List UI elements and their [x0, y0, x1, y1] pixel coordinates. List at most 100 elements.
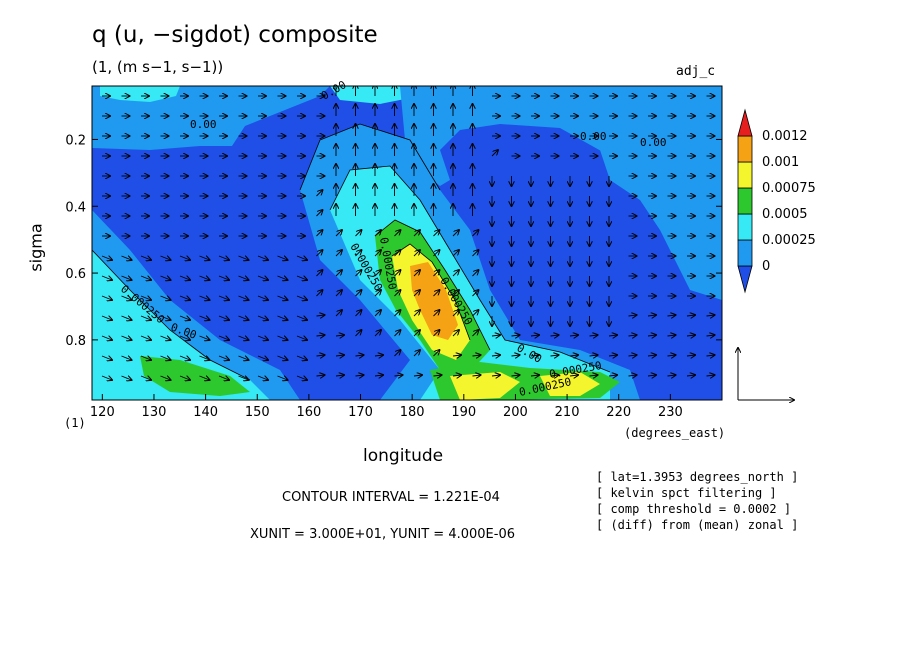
vector-arrow	[413, 375, 422, 376]
vector-arrow	[121, 256, 132, 260]
vector-arrow	[179, 316, 190, 320]
vector-arrow	[238, 316, 249, 320]
vector-arrow	[316, 230, 323, 237]
vector-arrow	[355, 355, 364, 356]
x-tick-label: 190	[451, 405, 476, 420]
contour-fill-light-top-left	[100, 86, 180, 102]
vector-arrow	[413, 250, 420, 257]
vector-arrow	[238, 376, 249, 380]
x-tick-label: 140	[193, 405, 218, 420]
vector-arrow	[589, 335, 598, 336]
y-axis-label: sigma	[26, 223, 46, 272]
contour-fill-orange-core	[410, 262, 458, 340]
vector-arrow	[647, 315, 656, 316]
vector-arrow	[199, 256, 210, 260]
vector-arrow	[589, 375, 598, 376]
vector-arrow	[550, 335, 559, 336]
vector-arrow	[413, 310, 420, 317]
vector-arrow	[374, 355, 383, 356]
vector-arrow	[296, 296, 307, 300]
vector-arrow	[277, 376, 288, 380]
contour-line	[92, 249, 251, 381]
vector-arrow	[355, 250, 362, 257]
vector-arrow	[218, 336, 229, 340]
vector-arrow	[355, 330, 362, 337]
x-tick-label: 180	[400, 405, 425, 420]
vector-arrow	[140, 356, 151, 360]
vector-arrow	[121, 376, 132, 380]
vector-arrow	[296, 256, 307, 260]
vector-arrow	[530, 375, 539, 376]
note-line: [ kelvin spct filtering ]	[596, 486, 777, 500]
vector-arrow	[199, 316, 210, 320]
contour-fill-cyan-top-right	[400, 86, 722, 186]
contour-line	[299, 123, 441, 191]
vector-arrow	[199, 276, 210, 280]
vector-arrow	[472, 375, 481, 376]
vector-arrow	[277, 256, 288, 260]
vector-arrow	[101, 276, 112, 280]
colorbar-swatch	[737, 135, 753, 163]
vector-arrow	[608, 355, 617, 356]
vector-arrow	[491, 355, 500, 356]
y-tick-label: 0.4	[65, 200, 86, 215]
vector-arrow	[706, 355, 715, 356]
vector-arrow	[238, 276, 249, 280]
x-tick-label: 120	[90, 405, 115, 420]
vector-arrow	[140, 276, 151, 280]
vector-arrow	[472, 270, 479, 277]
vector-arrow	[179, 276, 190, 280]
vector-arrow	[121, 356, 132, 360]
vector-arrow	[101, 256, 112, 260]
note-line: [ lat=1.3953 degrees_north ]	[596, 470, 799, 484]
vector-arrow	[433, 330, 440, 337]
colorbar: 0.0012 0.001 0.00075 0.0005 0.00025 0	[737, 108, 816, 294]
vector-arrow	[374, 230, 381, 237]
contour-fill-green-left	[140, 356, 250, 396]
vector-arrow	[550, 375, 559, 376]
vector-arrow	[452, 230, 459, 237]
vector-arrow	[218, 296, 229, 300]
chart-tag: adj_c	[676, 64, 716, 79]
vector-arrow	[394, 310, 401, 317]
vector-arrow	[335, 375, 344, 376]
vector-arrow	[511, 375, 520, 376]
vector-arrow	[238, 296, 249, 300]
chart-title: q (u, −sigdot) composite	[92, 22, 378, 48]
vector-arrow	[686, 355, 695, 356]
vector-arrow	[569, 375, 578, 376]
vector-arrow	[140, 316, 151, 320]
vector-arrow	[257, 336, 268, 340]
vector-arrow	[316, 250, 323, 257]
colorbar-label: 0.001	[762, 155, 799, 170]
vector-arrow	[101, 376, 112, 380]
vector-arrow	[160, 356, 171, 360]
reference-vector	[738, 348, 794, 400]
vector-arrow	[140, 256, 151, 260]
contour-line	[329, 165, 611, 373]
vector-arrow	[316, 210, 323, 217]
vector-arrow	[413, 290, 420, 297]
vector-arrow	[316, 270, 323, 277]
vector-arrow	[452, 355, 461, 356]
vector-arrow	[296, 336, 307, 340]
vector-arrow	[511, 335, 520, 336]
x-axis-label: longitude	[363, 446, 444, 466]
vector-arrow	[218, 356, 229, 360]
vector-arrow	[686, 335, 695, 336]
colorbar-swatch	[737, 213, 753, 241]
vector-arrow	[218, 316, 229, 320]
vector-arrow	[257, 376, 268, 380]
vector-arrow	[121, 276, 132, 280]
vector-arrow	[433, 310, 440, 317]
vector-arrow	[238, 336, 249, 340]
vector-arrow	[218, 376, 229, 380]
vector-arrow	[218, 276, 229, 280]
vector-arrow	[394, 230, 401, 237]
vector-arrow	[550, 355, 559, 356]
vector-arrow	[179, 356, 190, 360]
vector-arrow	[355, 310, 362, 317]
vector-field	[101, 86, 715, 380]
vector-arrow	[160, 276, 171, 280]
vector-arrow	[160, 256, 171, 260]
